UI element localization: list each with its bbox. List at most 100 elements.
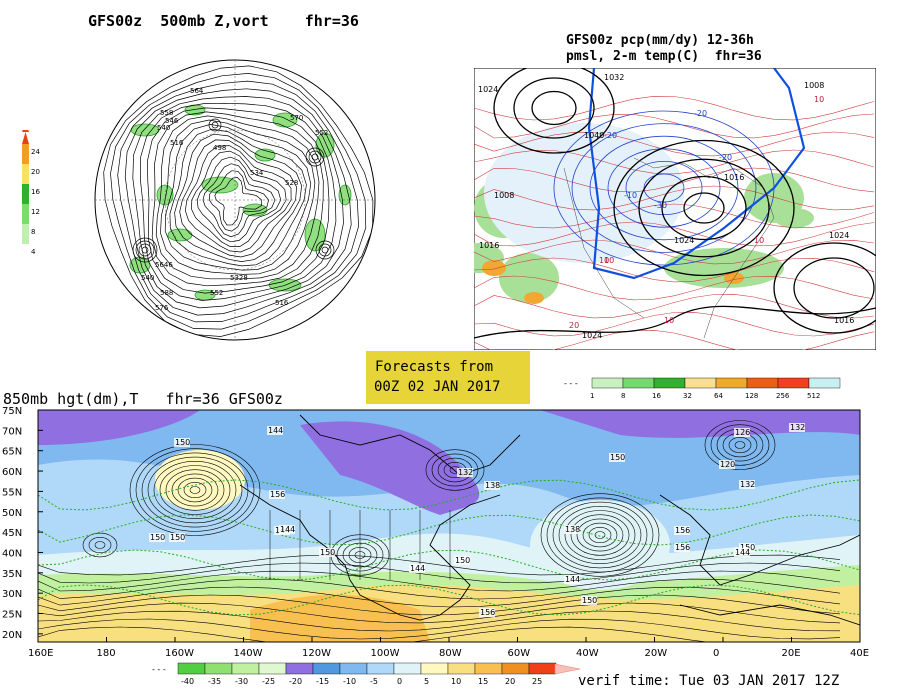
- low-center-contour: [211, 121, 219, 129]
- precip-title-line1: GFS00z pcp(mm/dy) 12-36h: [566, 33, 754, 48]
- lat-label: 45N: [2, 528, 22, 539]
- height-contour: [734, 441, 746, 449]
- lat-label: 55N: [2, 487, 22, 498]
- contour-label: 558: [160, 109, 173, 117]
- colorbar-tick: 4: [31, 248, 36, 256]
- isobar: [638, 158, 770, 258]
- contour-label: 144: [565, 575, 580, 584]
- svg-text:- - -: - - -: [152, 665, 166, 674]
- low-center-contour: [141, 246, 149, 254]
- height-contour: [129, 444, 261, 536]
- height-contour: [38, 570, 841, 592]
- contour-label: 570: [290, 114, 303, 122]
- isobar: [513, 77, 595, 139]
- main-map: 1441501501441561441501501441321381501381…: [2, 406, 869, 659]
- lat-label: 60N: [2, 467, 22, 478]
- contour-label: 576: [145, 349, 159, 357]
- isobar: [661, 175, 747, 241]
- main-title: 850mb hgt(dm),T fhr=36 GFS00z: [3, 390, 283, 408]
- height-contour: [82, 532, 118, 558]
- lat-label: 70N: [2, 426, 22, 437]
- colorbar-swatch: [715, 377, 748, 389]
- lon-label: 0: [713, 648, 719, 659]
- low-center-contour: [138, 243, 152, 257]
- map-label: -10: [624, 191, 637, 200]
- colorbar-tick: 12: [31, 208, 40, 216]
- map-label: 1032: [604, 73, 624, 82]
- temp-isotherm-dashed: [38, 584, 860, 616]
- map-label: 1024: [674, 236, 694, 245]
- colorbar-tick: -20: [289, 677, 302, 686]
- colorbar-swatch: [312, 662, 341, 675]
- contour-label: 5328: [230, 274, 248, 282]
- colorbar-tick: 1: [590, 392, 594, 400]
- precip-area: [664, 248, 784, 288]
- height-contour: [710, 424, 770, 466]
- height-contour: [38, 618, 841, 640]
- lat-label: 25N: [2, 610, 22, 621]
- colorbar-swatch: [447, 662, 476, 675]
- contour-label: 132: [458, 468, 473, 477]
- contour-label: 150: [740, 543, 755, 552]
- freezing-line: [587, 68, 806, 280]
- map-label: 1016: [724, 173, 744, 182]
- warm-pocket: [155, 450, 245, 510]
- contour-label: 150: [610, 453, 625, 462]
- colorbar-tick: 8: [621, 392, 625, 400]
- height-contour: [147, 456, 243, 524]
- contour-label: 528: [285, 179, 298, 187]
- precip-area-heavy: [524, 292, 544, 304]
- height-contour: [88, 537, 112, 554]
- contour-label: 144: [735, 548, 750, 557]
- height-contour: [135, 448, 255, 532]
- colorbar-tick: -10: [343, 677, 356, 686]
- height-contour: [153, 460, 237, 520]
- colorbar-tick: 16: [652, 392, 661, 400]
- height-contour: [189, 486, 201, 494]
- temp-isotherm: [474, 131, 875, 157]
- colorbar-tick: -40: [181, 677, 194, 686]
- height-contour: [564, 510, 636, 560]
- colorbar-tick: 20: [505, 677, 515, 686]
- height-contour: [540, 493, 660, 577]
- isobar: [474, 305, 876, 339]
- height-contour: [38, 562, 841, 584]
- contour-label: 546: [165, 117, 179, 125]
- colorbar-swatch: [746, 377, 779, 389]
- height-contour: [38, 586, 841, 608]
- temp-isotherm: [474, 221, 875, 247]
- colorbar-swatch: [528, 662, 557, 675]
- contour-label: 150: [320, 548, 335, 557]
- cold-isotherm: [625, 161, 703, 216]
- colorbar-swatch: [366, 662, 395, 675]
- colorbar-tick: 0: [397, 677, 402, 686]
- lon-label: 60W: [508, 648, 531, 659]
- colorbar-tick: 25: [532, 677, 542, 686]
- contour-label: 5646: [155, 261, 173, 269]
- contour-label: 540: [141, 274, 154, 282]
- map-label: 10: [754, 236, 764, 245]
- low-center-contour: [308, 150, 322, 164]
- colorbar-tick: 512: [807, 392, 820, 400]
- lat-label: 65N: [2, 447, 22, 458]
- temp-isotherm-dashed: [38, 514, 860, 546]
- contour-label: 516: [170, 139, 184, 147]
- contour-label: 144: [268, 426, 283, 435]
- height-contour: [184, 145, 292, 253]
- lon-label: 40W: [576, 648, 599, 659]
- colorbar-tick: 256: [776, 392, 790, 400]
- height-contour: [171, 473, 219, 507]
- height-contour: [209, 170, 269, 232]
- temp-band: [300, 421, 480, 515]
- lat-label: 75N: [2, 406, 22, 417]
- colorbar-tick: -35: [208, 677, 221, 686]
- temp-isotherm: [474, 113, 875, 139]
- map-label: 10: [664, 316, 674, 325]
- map-label: -30: [654, 201, 667, 210]
- colorbar-swatch: [285, 662, 314, 675]
- colorbar-tick: -5: [370, 677, 378, 686]
- low-center-contour: [135, 240, 155, 260]
- lon-label: 140W: [234, 648, 263, 659]
- precip-title-line2: pmsl, 2-m temp(C) fhr=36: [566, 49, 762, 64]
- height-contour: [151, 111, 324, 287]
